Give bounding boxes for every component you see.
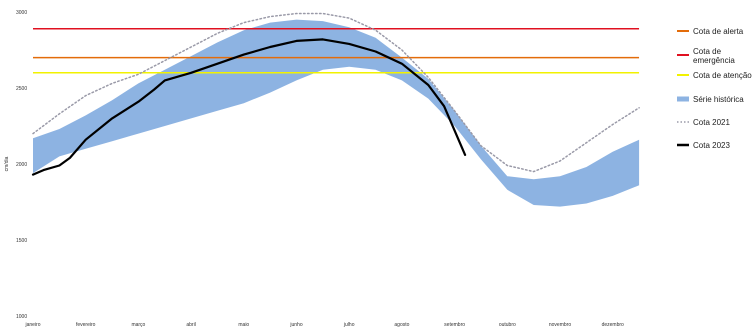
legend-item-cota-de-emergencia: Cota de emergência <box>677 47 735 65</box>
axes: 1000 1500 2000 2500 3000 cm/dia janeiro feverei… <box>4 10 624 328</box>
legend-label: Série histórica <box>693 95 744 104</box>
series-line-cota-2021 <box>32 12 640 173</box>
legend-label: Cota 2023 <box>693 141 730 150</box>
plot-area <box>31 12 640 207</box>
y-tick-label: 3000 <box>16 10 27 16</box>
x-tick-label: março <box>131 322 145 328</box>
x-tick-label: julho <box>343 322 355 328</box>
y-tick-label: 1500 <box>16 238 27 244</box>
x-tick-label: outubro <box>499 322 516 328</box>
x-tick-label: maio <box>238 322 249 328</box>
x-tick-label: junho <box>289 322 302 328</box>
legend-item-cota-de-atencao: Cota de atenção <box>677 71 752 80</box>
x-tick-label: agosto <box>394 322 409 328</box>
x-tick-label: janeiro <box>24 322 40 328</box>
legend-item-serie-historica: Série histórica <box>677 95 744 104</box>
legend-label: Cota de alerta <box>693 27 744 36</box>
x-tick-label: dezembro <box>602 322 624 328</box>
x-tick-label: novembro <box>549 322 571 328</box>
legend: Cota de alerta Cota de emergência Cota de a… <box>677 27 752 150</box>
x-tick-label: fevereiro <box>76 322 96 328</box>
x-tick-label: setembro <box>444 322 465 328</box>
band-serie-historica <box>33 19 640 207</box>
y-tick-label: 1000 <box>16 314 27 320</box>
legend-item-cota-de-alerta: Cota de alerta <box>677 27 744 36</box>
y-tick-label: 2500 <box>16 86 27 92</box>
legend-item-cota-2023: Cota 2023 <box>677 141 730 150</box>
legend-label: Cota de atenção <box>693 71 752 80</box>
y-tick-label: 2000 <box>16 162 27 168</box>
legend-item-cota-2021: Cota 2021 <box>677 118 730 127</box>
legend-label: Cota 2021 <box>693 118 730 127</box>
y-axis-label: cm/dia <box>4 156 10 171</box>
legend-label: Cota de emergência <box>693 47 735 65</box>
series-line-cota-2023 <box>31 38 467 176</box>
x-tick-label: abril <box>186 322 195 328</box>
